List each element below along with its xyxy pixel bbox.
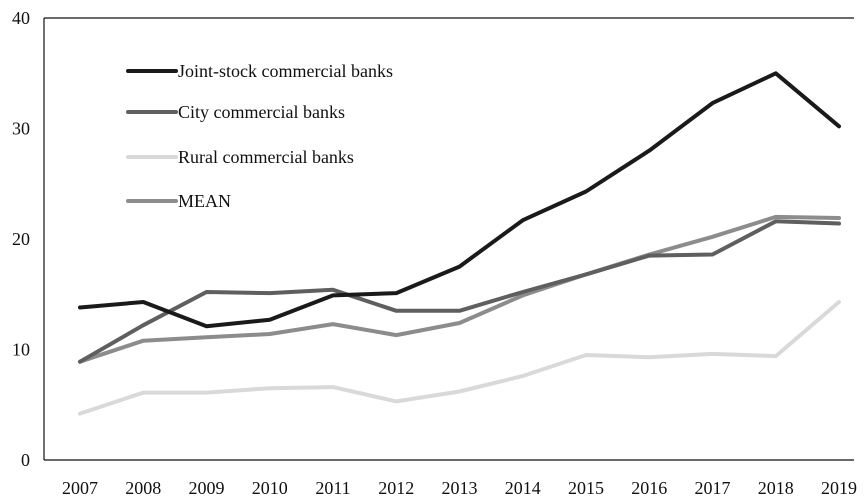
x-tick-label: 2015	[568, 478, 604, 498]
series-line-rural-commercial-banks	[78, 300, 841, 416]
legend: Joint-stock commercial banks City commerc…	[126, 61, 393, 211]
x-tick-label: 2007	[62, 478, 98, 498]
x-tick-label: 2018	[758, 478, 794, 498]
x-tick-label: 2013	[442, 478, 478, 498]
x-tick-label: 2012	[378, 478, 414, 498]
y-tick-label: 0	[21, 450, 30, 470]
series-group	[78, 71, 841, 416]
x-tick-label: 2014	[505, 478, 541, 498]
y-tick-label: 30	[12, 119, 30, 139]
legend-label: Joint-stock commercial banks	[178, 61, 393, 81]
series-line-joint-stock-commercial-banks	[78, 71, 841, 329]
x-tick-label: 2016	[631, 478, 667, 498]
axes: 0 10 20 30 40 2007 2008 2009 2010 2011 2012 2013 201…	[12, 8, 857, 498]
x-tick-label: 2010	[252, 478, 288, 498]
series-line-mean	[78, 214, 841, 364]
y-tick-label: 10	[12, 340, 30, 360]
y-tick-label: 40	[12, 8, 30, 28]
x-tick-label: 2017	[695, 478, 731, 498]
x-tick-label: 2009	[189, 478, 225, 498]
x-tick-label: 2019	[821, 478, 857, 498]
legend-label: MEAN	[178, 191, 231, 211]
x-tick-label: 2008	[125, 478, 161, 498]
series-line-city-commercial-banks	[78, 219, 841, 364]
legend-label: City commercial banks	[178, 102, 345, 122]
x-tick-label: 2011	[315, 478, 350, 498]
y-tick-label: 20	[12, 229, 30, 249]
legend-label: Rural commercial banks	[178, 147, 354, 167]
